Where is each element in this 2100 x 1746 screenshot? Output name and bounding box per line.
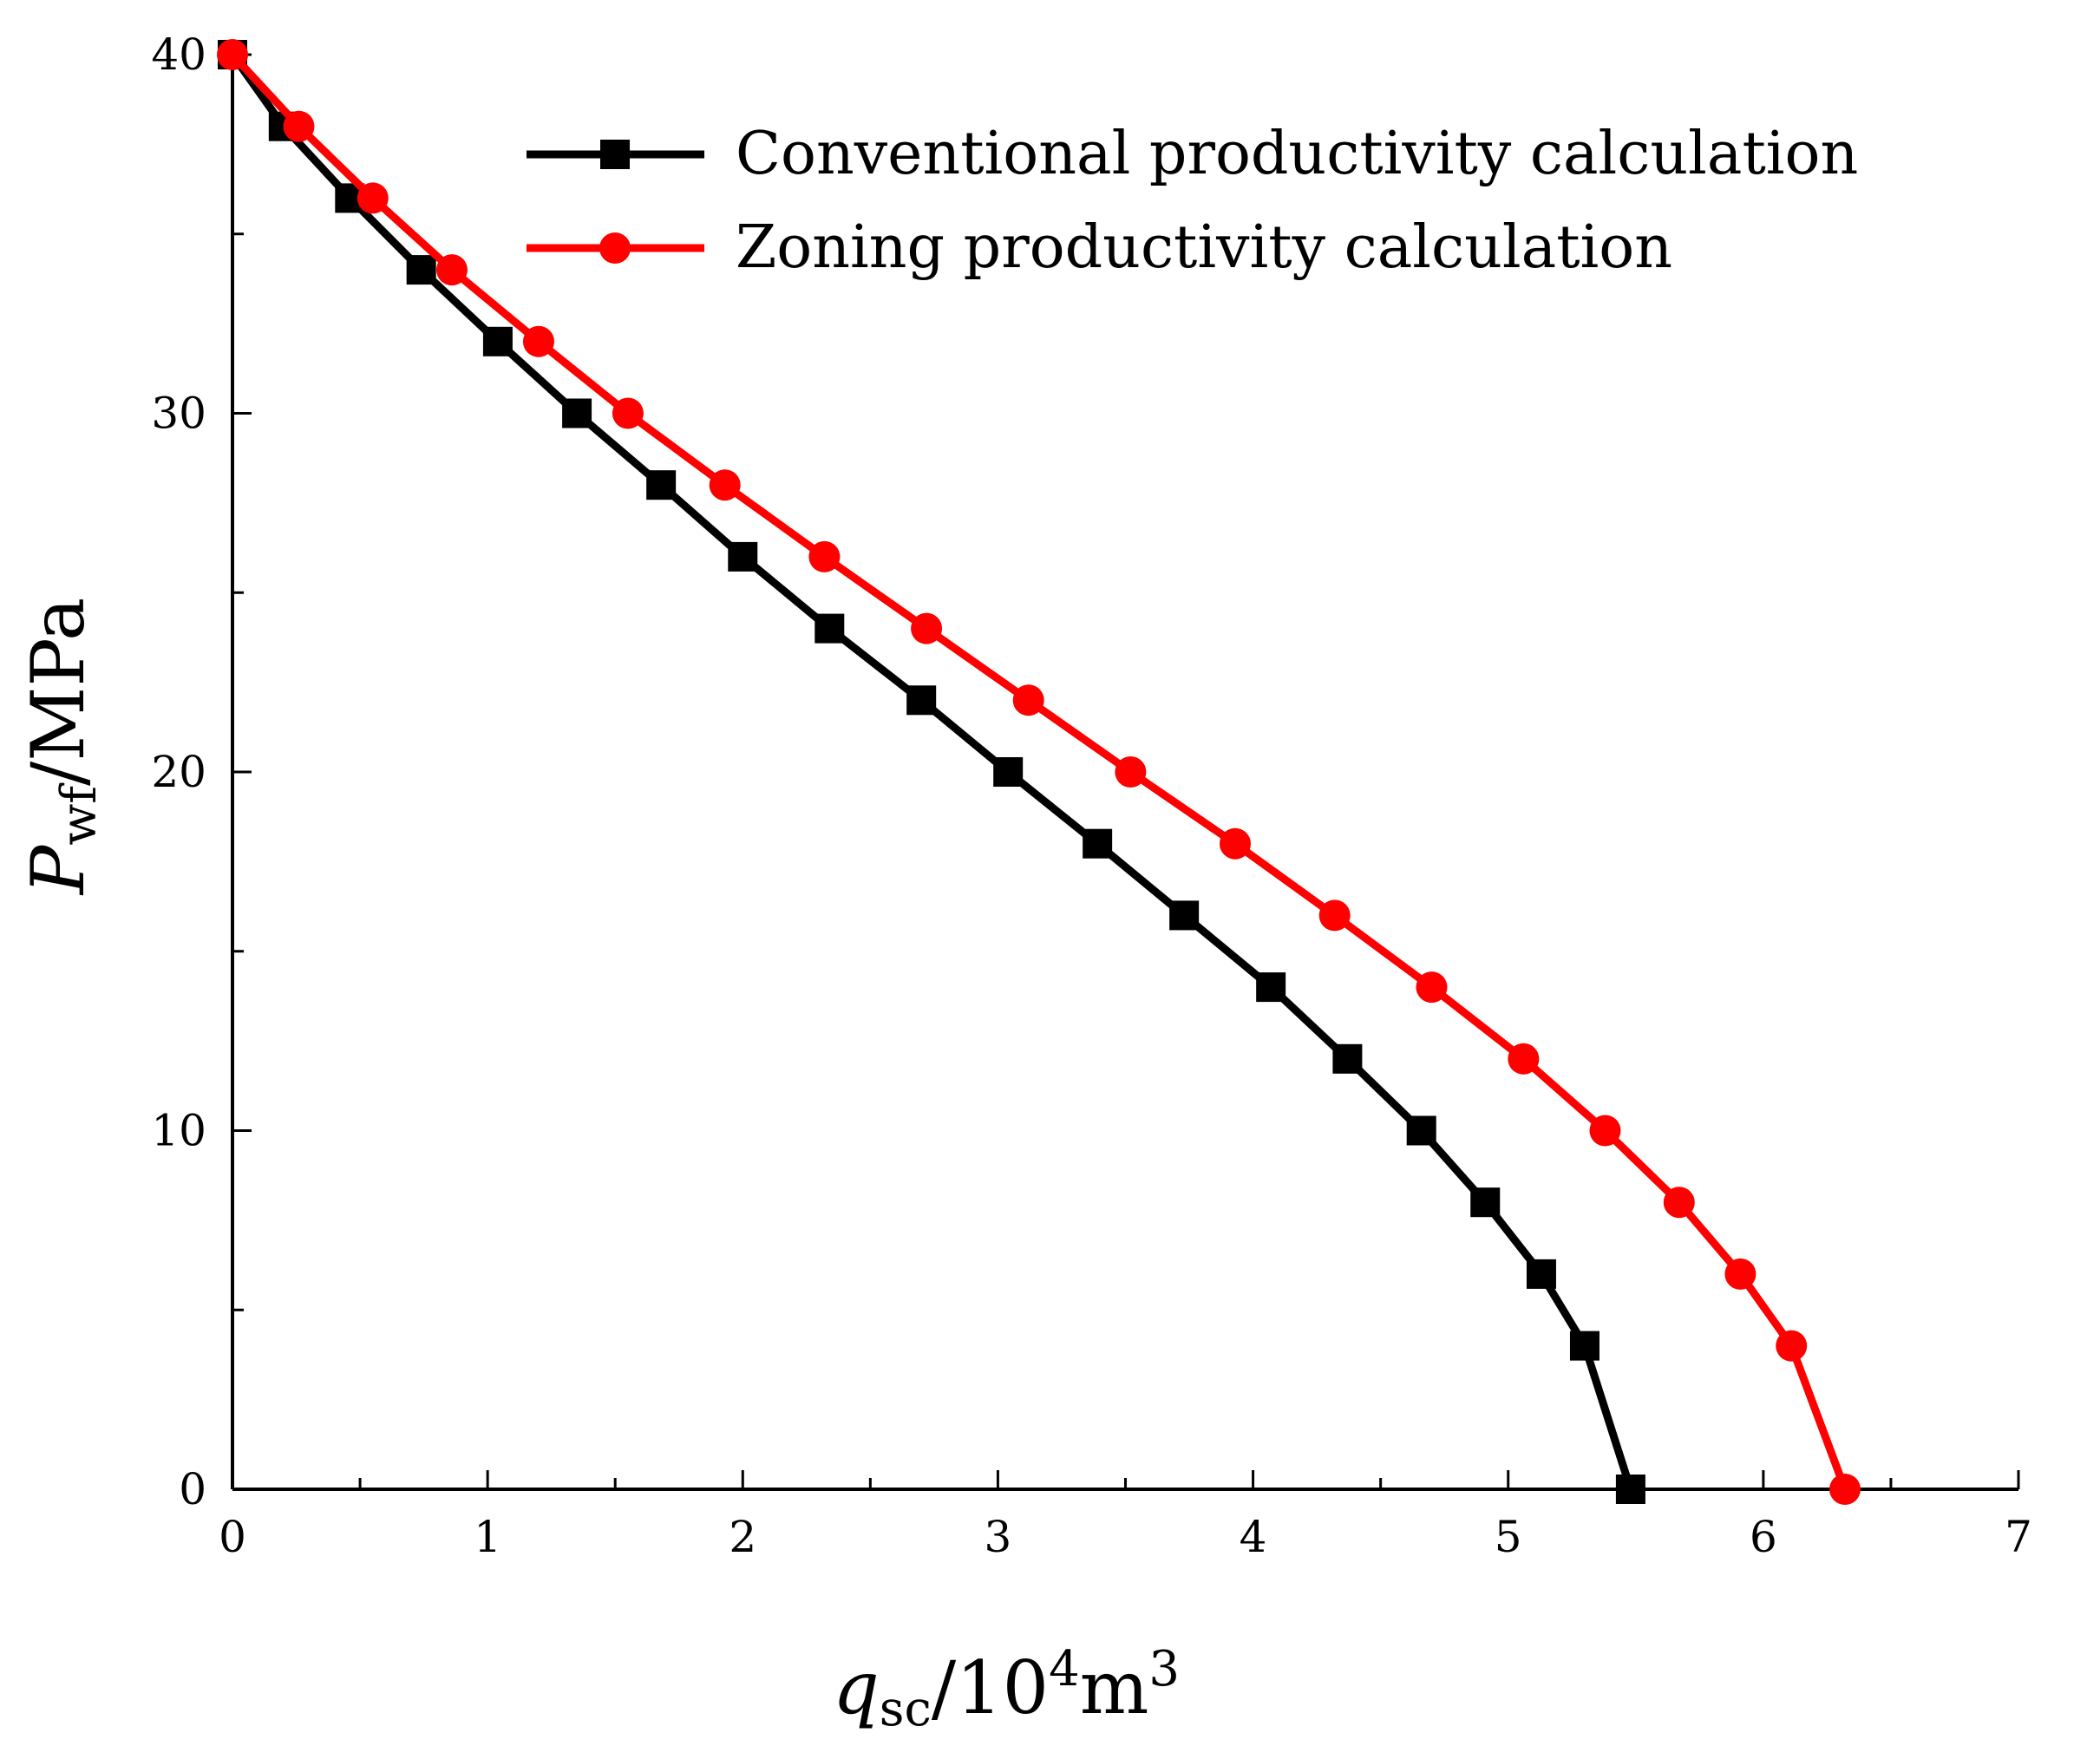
series-line bbox=[229, 51, 1849, 1491]
data-point bbox=[1256, 972, 1286, 1003]
data-point bbox=[1115, 756, 1147, 788]
data-point bbox=[522, 325, 554, 357]
data-point bbox=[1470, 1187, 1501, 1218]
y-tick-label: 0 bbox=[179, 1464, 206, 1514]
data-point bbox=[993, 757, 1024, 787]
x-tick-label: 6 bbox=[1750, 1512, 1777, 1562]
data-point bbox=[1615, 1475, 1645, 1504]
x-tick-label: 5 bbox=[1495, 1512, 1522, 1562]
series-layer bbox=[217, 39, 1861, 1505]
legend-label: Conventional productivity calculation bbox=[736, 120, 1858, 188]
legend-swatch-marker bbox=[599, 232, 631, 264]
data-point bbox=[709, 469, 741, 501]
x-tick-label: 2 bbox=[729, 1512, 756, 1562]
x-axis-title: qsc/104m3 bbox=[833, 1641, 1180, 1737]
data-point bbox=[217, 39, 248, 70]
x-tick-label: 0 bbox=[219, 1512, 246, 1562]
x-tick-label: 1 bbox=[474, 1512, 501, 1562]
data-point bbox=[435, 254, 468, 286]
data-point bbox=[1416, 971, 1448, 1004]
y-tick-label: 10 bbox=[151, 1106, 206, 1156]
data-point bbox=[1724, 1258, 1757, 1290]
data-point bbox=[1169, 900, 1200, 931]
data-point bbox=[406, 255, 436, 285]
data-point bbox=[562, 398, 592, 428]
data-point bbox=[1083, 828, 1113, 859]
y-axis-title: Pwf/MPa bbox=[16, 598, 108, 896]
data-point bbox=[1589, 1115, 1621, 1147]
data-point bbox=[808, 540, 841, 572]
data-point bbox=[1332, 1043, 1363, 1074]
data-point bbox=[1318, 899, 1351, 932]
data-point bbox=[1569, 1331, 1600, 1361]
data-point bbox=[283, 110, 315, 142]
x-tick-label: 4 bbox=[1240, 1512, 1267, 1562]
axes: 0 1 2 3 4 5 6 7 0 10 20 30 40 bbox=[151, 29, 2032, 1562]
data-point bbox=[612, 397, 644, 429]
legend-label: Zoning productivity calculation bbox=[736, 213, 1672, 282]
legend: Conventional productivity calculation Zon… bbox=[527, 120, 1858, 282]
series-2 bbox=[217, 39, 1861, 1505]
data-point bbox=[646, 470, 677, 500]
x-tick-label: 7 bbox=[2005, 1512, 2032, 1562]
y-tick-label: 20 bbox=[151, 747, 206, 797]
data-point bbox=[1219, 827, 1251, 860]
data-point bbox=[1406, 1115, 1436, 1146]
y-tick-label: 40 bbox=[151, 29, 206, 80]
data-point bbox=[1829, 1474, 1861, 1505]
legend-swatch-marker bbox=[600, 140, 630, 169]
data-point bbox=[482, 326, 513, 356]
data-point bbox=[911, 612, 943, 644]
data-point bbox=[1508, 1043, 1540, 1075]
data-point bbox=[357, 182, 389, 214]
x-tick-label: 3 bbox=[985, 1512, 1012, 1562]
data-point bbox=[906, 685, 937, 716]
data-point bbox=[1776, 1330, 1808, 1362]
data-point bbox=[1663, 1187, 1695, 1219]
legend-item-1: Conventional productivity calculation bbox=[527, 120, 1858, 188]
legend-item-2: Zoning productivity calculation bbox=[527, 213, 1672, 282]
data-point bbox=[814, 613, 845, 644]
data-point bbox=[1012, 684, 1044, 716]
data-point bbox=[728, 541, 758, 572]
y-tick-label: 30 bbox=[151, 389, 206, 439]
data-point bbox=[1526, 1259, 1556, 1289]
